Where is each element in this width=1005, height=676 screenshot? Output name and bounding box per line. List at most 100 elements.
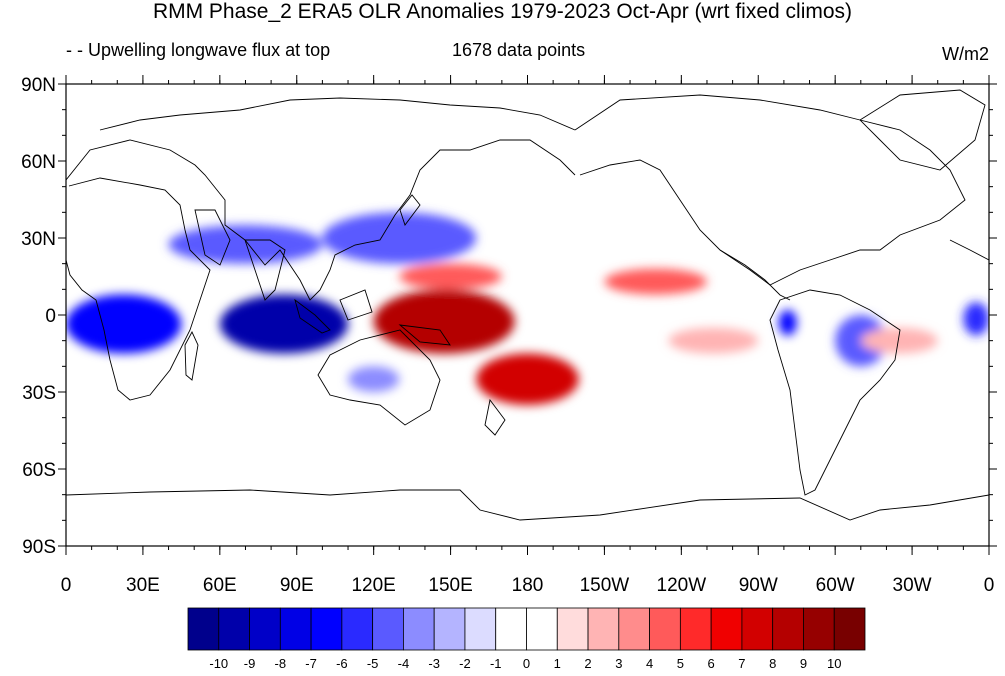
west-africa-east-edge <box>949 239 989 261</box>
lon-tick-label: 0 <box>61 575 72 596</box>
lon-tick-label: 150E <box>428 575 472 596</box>
lon-tick-label: 60E <box>203 575 237 596</box>
arabia <box>194 209 231 266</box>
lon-tick-label: 60W <box>816 575 855 596</box>
colorbar-label: -6 <box>336 656 348 671</box>
colorbar-label: -7 <box>305 656 317 671</box>
colorbar-swatch <box>679 607 712 651</box>
coastlines <box>66 89 989 521</box>
central-america <box>719 249 791 301</box>
map-frame <box>65 83 990 547</box>
australia <box>317 329 441 426</box>
colorbar-swatch <box>618 607 650 651</box>
colorbar: -10 -9 -8 -7 -6 -5 -4 -3 -2 -1 0 1 2 3 4 5 6 7 8 9 10 <box>187 607 866 671</box>
lat-tick-label: 0 <box>45 306 56 327</box>
left-subtitle: - - Upwelling longwave flux at top <box>66 40 331 60</box>
japan <box>399 194 421 226</box>
colorbar-swatch <box>249 607 281 651</box>
colorbar-swatch <box>772 607 804 651</box>
lon-tick-label: 120W <box>657 575 707 596</box>
anomaly-region-9 <box>476 353 579 405</box>
lon-tick-label: 30E <box>126 575 160 596</box>
eurasia-coast <box>66 139 576 301</box>
lon-tick-label: 150W <box>580 575 630 596</box>
colorbar-label: -10 <box>209 656 228 671</box>
lon-tick-label: 90W <box>739 575 778 596</box>
colorbar-label: -8 <box>275 656 287 671</box>
colorbar-label: -9 <box>244 656 256 671</box>
lat-tick-label: 30N <box>21 229 56 250</box>
lat-tick-label: 90S <box>22 537 56 558</box>
anomaly-region-6 <box>963 302 989 336</box>
lon-tick-label: 30W <box>893 575 932 596</box>
colorbar-swatch <box>310 607 343 651</box>
anomaly-region-3 <box>168 225 323 264</box>
colorbar-label: 5 <box>677 656 684 671</box>
india <box>244 239 286 301</box>
north-america <box>574 94 966 286</box>
lat-tick-label: 90N <box>21 75 56 96</box>
anomaly-region-11 <box>399 263 502 290</box>
lon-tick-label: 0 <box>984 575 995 596</box>
anomaly-region-1 <box>66 294 182 354</box>
colorbar-swatch <box>649 607 681 651</box>
antarctica <box>66 489 989 521</box>
colorbar-label: -5 <box>367 656 379 671</box>
sumatra <box>294 298 331 334</box>
siberia-north <box>99 97 576 131</box>
colorbar-label: 9 <box>800 656 807 671</box>
lat-tick-label: 60S <box>22 460 56 481</box>
colorbar-swatch <box>495 607 527 651</box>
colorbar-label: 4 <box>646 656 653 671</box>
colorbar-swatch <box>372 607 404 651</box>
figure-title: RMM Phase_2 ERA5 OLR Anomalies 1979-2023… <box>152 0 853 23</box>
colorbar-swatch <box>587 607 620 651</box>
data-point-count: 1678 data points <box>452 40 586 60</box>
lon-tick-label: 120E <box>351 575 395 596</box>
africa-coast <box>66 177 211 401</box>
anomaly-region-8 <box>373 289 515 354</box>
anomaly-region-4 <box>778 309 797 336</box>
colorbar-swatch <box>741 607 774 651</box>
colorbar-label: 1 <box>554 656 561 671</box>
colorbar-swatch <box>464 607 497 651</box>
new-guinea <box>398 324 451 346</box>
anomaly-region-0 <box>219 294 349 354</box>
colorbar-label: -1 <box>490 656 502 671</box>
anomaly-region-7 <box>348 366 400 392</box>
lon-tick-label: 180 <box>512 575 544 596</box>
colorbar-swatch <box>341 607 374 651</box>
anomaly-region-13 <box>668 327 759 354</box>
new-zealand <box>484 398 506 436</box>
colorbar-swatch <box>526 607 558 651</box>
lon-tick-label: 90E <box>280 575 314 596</box>
colorbar-label: 0 <box>523 656 530 671</box>
colorbar-label: 6 <box>708 656 715 671</box>
colorbar-swatch <box>218 607 250 651</box>
colorbar-label: -2 <box>459 656 471 671</box>
lat-tick-label: 30S <box>22 383 56 404</box>
colorbar-swatch <box>279 607 312 651</box>
colorbar-label: -3 <box>428 656 440 671</box>
colorbar-label: -4 <box>398 656 410 671</box>
colorbar-swatch <box>803 607 835 651</box>
colorbar-label: 7 <box>738 656 745 671</box>
borneo <box>339 289 373 321</box>
greenland <box>859 89 986 171</box>
anomaly-region-10 <box>604 268 707 295</box>
colorbar-swatch <box>833 607 866 651</box>
colorbar-label: 3 <box>615 656 622 671</box>
colorbar-label: 10 <box>827 656 841 671</box>
madagascar <box>184 330 199 381</box>
lat-tick-label: 60N <box>21 152 56 173</box>
anomaly-region-12 <box>860 327 938 354</box>
units-label: W/m2 <box>942 44 989 64</box>
colorbar-label: 2 <box>584 656 591 671</box>
colorbar-label: 8 <box>769 656 776 671</box>
colorbar-swatch <box>433 607 466 651</box>
colorbar-swatch <box>556 607 589 651</box>
olr-anomaly-field <box>66 212 989 405</box>
anomaly-region-5 <box>835 315 887 367</box>
